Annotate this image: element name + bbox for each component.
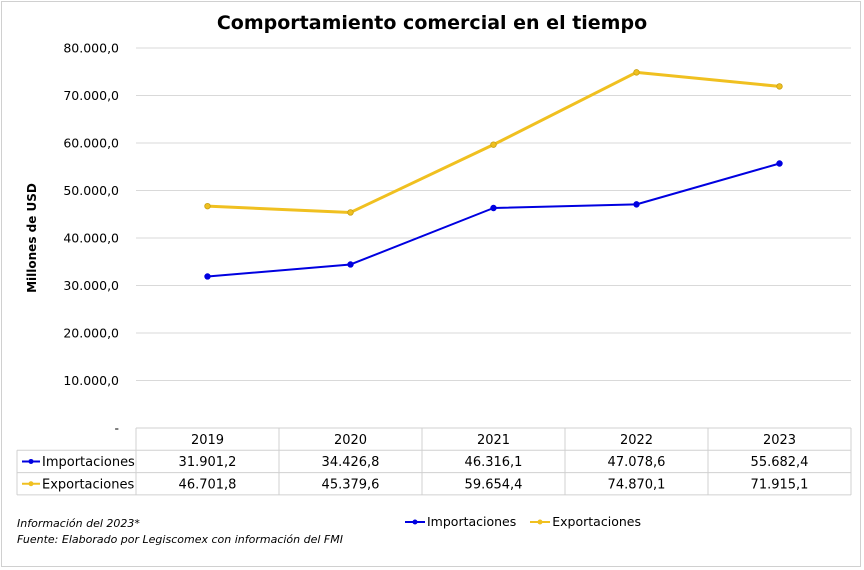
y-tick-label: 10.000,0 <box>63 373 119 388</box>
data-point-importaciones <box>776 160 783 167</box>
series-line-importaciones <box>207 162 780 278</box>
data-label: 46.316,1 <box>465 455 523 470</box>
legend-label-importaciones: Importaciones <box>427 514 517 529</box>
y-tick-label: 30.000,0 <box>63 278 119 293</box>
data-label: 71.915,1 <box>751 477 809 492</box>
legend-marker-exportaciones <box>530 519 551 524</box>
data-label: 34.426,8 <box>322 455 380 470</box>
legend-marker-importaciones <box>405 519 425 524</box>
gridlines <box>136 47 851 381</box>
y-tick-label: 80.000,0 <box>63 41 119 56</box>
data-point-importaciones <box>204 273 211 280</box>
footnote-source: Fuente: Elaborado por Legiscomex con inf… <box>17 533 343 546</box>
data-label: 47.078,6 <box>608 455 666 470</box>
y-tick-label: - <box>114 421 119 436</box>
x-tick-label: 2019 <box>191 433 224 448</box>
x-tick-label: 2021 <box>477 433 510 448</box>
table-row-label: Importaciones <box>42 455 135 470</box>
legend: Importaciones Exportaciones <box>405 514 641 529</box>
y-tick-label: 70.000,0 <box>63 88 119 103</box>
x-tick-label: 2022 <box>620 433 653 448</box>
data-label: 46.701,8 <box>179 477 237 492</box>
series-lines <box>204 69 783 280</box>
data-point-importaciones <box>633 201 640 208</box>
data-label: 74.870,1 <box>608 477 666 492</box>
data-label: 45.379,6 <box>322 477 380 492</box>
data-label: 59.654,4 <box>465 477 523 492</box>
x-tick-label: 2023 <box>763 433 796 448</box>
data-point-importaciones <box>490 204 497 212</box>
legend-item-importaciones: Importaciones <box>405 514 516 529</box>
y-tick-label: 40.000,0 <box>63 231 119 246</box>
table-legend-key-marker <box>28 481 34 487</box>
data-point-importaciones <box>347 261 354 268</box>
data-label: 55.682,4 <box>751 455 809 470</box>
table-row-label: Exportaciones <box>42 477 134 492</box>
x-tick-label: 2020 <box>334 433 367 448</box>
footnote-info: Información del 2023* <box>17 517 140 530</box>
legend-item-exportaciones: Exportaciones <box>530 514 641 529</box>
data-point-exportaciones <box>347 209 354 216</box>
data-point-exportaciones <box>776 83 783 90</box>
data-point-exportaciones <box>633 69 640 76</box>
table-legend-key-marker <box>28 458 34 464</box>
data-point-exportaciones <box>490 141 497 148</box>
y-tick-label: 20.000,0 <box>63 326 119 341</box>
data-point-exportaciones <box>204 202 211 210</box>
legend-label-exportaciones: Exportaciones <box>552 514 641 529</box>
y-axis-ticks: - 10.000,0 20.000,0 30.000,0 40.000,0 50.000,… <box>63 41 119 436</box>
data-label: 31.901,2 <box>179 455 237 470</box>
y-tick-label: 60.000,0 <box>63 136 119 151</box>
data-table: 2019 2020 2021 2022 2023 Importaciones 31.901,… <box>16 427 852 496</box>
y-tick-label: 50.000,0 <box>63 183 119 198</box>
chart-title: Comportamiento comercial en el tiempo <box>216 12 648 34</box>
